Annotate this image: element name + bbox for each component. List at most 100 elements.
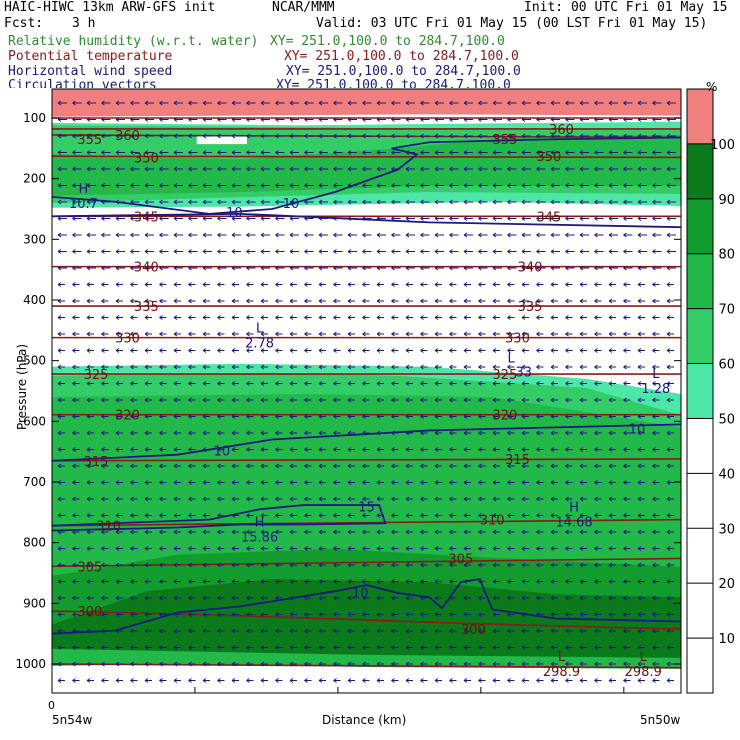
wind-vector-head [652,150,656,155]
wind-vector-head [536,100,540,106]
wind-vector-head [217,216,221,221]
wind-vector-head [666,612,671,617]
wind-vector-head [275,430,279,436]
wind-vector-head [594,480,598,485]
wind-vector-head [275,298,279,304]
wind-vector-head [579,628,584,634]
wind-vector-head [318,117,323,122]
wind-vector-head [521,447,526,452]
wind-vector-head [115,298,120,304]
wind-vector-head [144,166,149,172]
wind-vector-head [362,546,366,551]
wind-vector-head [115,463,120,469]
wind-vector-head [246,595,250,601]
wind-vector-head [188,645,192,650]
wind-vector-head [565,216,569,221]
wind-vector-head [521,117,526,122]
wind-vector-head [333,430,337,436]
wind-vector-head [347,166,352,172]
wind-vector-head [478,397,482,403]
wind-vector-head [159,216,163,221]
wind-vector-head [275,183,279,188]
wind-vector-head [579,183,584,188]
wind-vector-head [405,414,410,419]
wind-vector-head [144,100,149,106]
wind-vector-head [565,232,569,238]
wind-vector-head [101,529,105,535]
wind-vector-head [130,414,134,419]
wind-vector-head [130,183,134,188]
wind-vector-head [405,100,410,106]
wind-vector-head [652,496,656,502]
wind-vector-head [682,662,685,666]
wind-vector-head [405,199,410,205]
wind-vector-head [623,397,627,403]
wind-vector-head [231,117,236,122]
wind-vector-head [289,183,294,188]
wind-vector-head [115,661,120,667]
wind-vector-head [521,265,526,271]
wind-vector-head [72,199,76,205]
wind-vector-head [188,397,192,403]
wind-vector-head [289,579,294,584]
wind-vector-head [521,298,526,304]
wind-vector-head [202,381,207,386]
wind-vector-head [159,381,163,386]
wind-label: 10 [283,197,300,212]
wind-vector-head [347,529,352,535]
wind-vector-head [536,265,540,271]
wind-vector-head [550,645,555,650]
wind-vector-head [666,348,671,353]
wind-vector-head [188,546,192,551]
wind-vector-head [608,546,613,551]
wind-vector-head [188,463,192,469]
wind-vector-head [289,546,294,551]
wind-vector-head [623,678,627,683]
wind-vector-head [652,579,656,584]
wind-vector-head [202,265,207,271]
theta-label: 355 [492,133,517,148]
wind-vector-head [304,661,308,667]
wind-vector-head [318,397,323,403]
wind-vector-head [101,496,105,502]
wind-vector-head [507,447,511,452]
wind-vector-head [434,199,439,205]
wind-vector-head [217,100,221,106]
wind-vector-head [246,381,250,386]
wind-vector-head [260,331,265,337]
wind-vector-head [449,463,453,469]
wind-vector-head [550,496,555,502]
wind-vector-head [420,331,424,337]
wind-vector-head [275,496,279,502]
wind-vector-head [202,463,207,469]
wind-vector-head [507,232,511,238]
wind-vector-head [231,595,236,601]
wind-vector-head [565,546,569,551]
wind-vector-head [405,447,410,452]
wind-vector-head [318,579,323,584]
wind-vector-head [376,117,381,122]
wind-vector-head [115,447,120,452]
wind-vector-head [434,265,439,271]
wind-vector-head [347,661,352,667]
wind-vector-head [420,612,424,617]
wind-vector-head [478,265,482,271]
wind-vector-head [57,546,62,551]
wind-vector-head [72,579,76,584]
wind-vector-head [188,414,192,419]
wind-vector-head [579,364,584,370]
wind-vector-head [202,331,207,337]
wind-vector-head [434,612,439,617]
wind-vector-head [666,166,671,172]
wind-vector-head [565,463,569,469]
wind-vector-head [246,496,250,502]
wind-vector-head [449,430,453,436]
wind-vector-head [57,166,62,172]
wind-vector-head [130,612,134,617]
wind-vector-head [391,199,395,205]
wind-vector-head [376,199,381,205]
wind-vector-head [347,249,352,254]
wind-vector-head [289,612,294,617]
wind-vector-head [86,249,91,254]
wind-vector-head [231,447,236,452]
